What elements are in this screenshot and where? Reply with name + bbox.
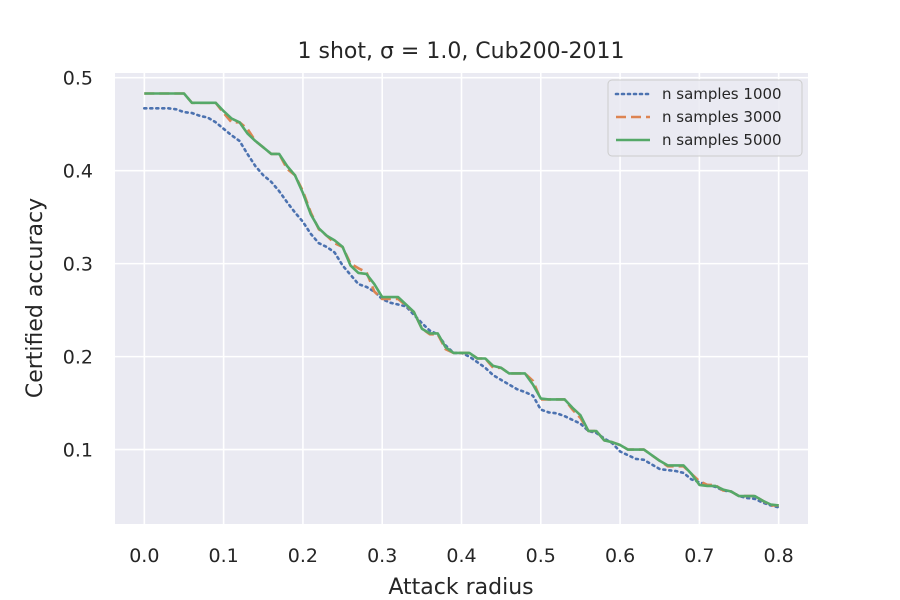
- x-tick-label: 0.1: [209, 545, 239, 567]
- x-tick-labels: 0.0 0.1 0.2 0.3 0.4 0.5 0.6 0.7 0.8: [129, 545, 794, 567]
- x-axis-label: Attack radius: [388, 575, 533, 600]
- x-tick-label: 0.8: [764, 545, 794, 567]
- legend-label-1: n samples 1000: [662, 85, 782, 103]
- y-tick-label: 0.3: [63, 254, 93, 276]
- y-tick-labels: 0.1 0.2 0.3 0.4 0.5: [63, 68, 93, 462]
- y-tick-label: 0.4: [63, 161, 93, 183]
- x-tick-label: 0.3: [367, 545, 397, 567]
- legend-label-2: n samples 3000: [662, 108, 782, 126]
- series-line-3: [144, 92, 779, 507]
- x-tick-label: 0.2: [288, 545, 318, 567]
- legend-box: [607, 79, 803, 157]
- x-tick-label: 0.4: [446, 545, 476, 567]
- y-tick-label: 0.1: [63, 440, 93, 462]
- y-tick-label: 0.2: [63, 347, 93, 369]
- legend-label-3: n samples 5000: [662, 131, 782, 149]
- y-tick-label: 0.5: [63, 68, 93, 90]
- x-tick-label: 0.6: [605, 545, 635, 567]
- legend: n samples 1000 n samples 3000 n samples 50…: [607, 79, 803, 157]
- series-layer: [143, 92, 781, 509]
- x-tick-label: 0.5: [526, 545, 556, 567]
- y-axis-label: Certified accuracy: [23, 198, 48, 398]
- x-tick-label: 0.7: [684, 545, 714, 567]
- x-tick-label: 0.0: [129, 545, 159, 567]
- chart-title: 1 shot, σ = 1.0, Cub200-2011: [298, 39, 625, 64]
